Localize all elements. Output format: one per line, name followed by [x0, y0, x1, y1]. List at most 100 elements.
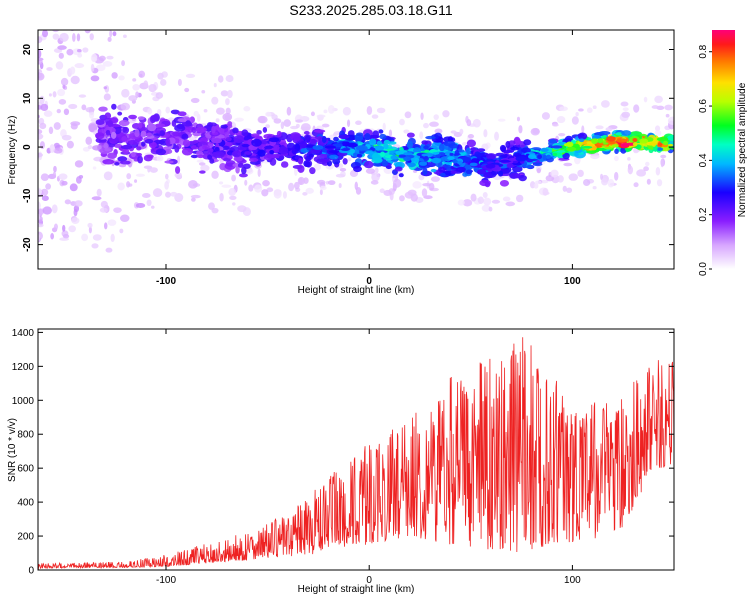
spectrogram-blob [118, 163, 127, 168]
spectrogram-blob [165, 106, 171, 114]
snr-xtick-label: 0 [366, 575, 372, 586]
spectrogram-blob [558, 132, 566, 137]
spectrogram-blob [152, 188, 163, 198]
spectrogram-blob [354, 181, 358, 191]
spectrogram-ylabel: Frequency (Hz) [7, 116, 18, 185]
spectrogram-blob [546, 154, 551, 159]
spectrogram-blob [231, 174, 236, 182]
spectrogram-blob [556, 150, 566, 153]
spectrogram-blob [53, 147, 63, 154]
spectrogram-blob [339, 167, 347, 172]
spectrogram-blob [435, 153, 441, 159]
spectrogram-blob [72, 33, 76, 42]
spectrogram-blob [438, 166, 446, 173]
spectrogram-blob [195, 126, 208, 133]
spectrogram-blob [154, 123, 166, 128]
spectrogram-blob [103, 86, 108, 90]
spectrogram-blob [542, 154, 547, 161]
spectrogram-blob [374, 167, 379, 174]
spectrogram-blob [66, 48, 74, 56]
spectrogram-blob [654, 95, 663, 104]
spectrogram-blob [258, 115, 268, 124]
spectrogram-blob [297, 164, 305, 173]
spectrogram-blob [366, 105, 373, 115]
spectrogram-blob [177, 111, 187, 117]
spectrogram-blob [260, 139, 268, 145]
spectrogram-blob [398, 173, 404, 178]
spectrogram-blob [42, 206, 52, 215]
spectrogram-blob [220, 124, 228, 129]
spectrogram-blob [118, 119, 130, 127]
spectrogram-blob [126, 181, 131, 188]
spectrogram-blob [87, 145, 93, 150]
spectrogram-blob [481, 204, 491, 212]
spectrogram-blob [530, 127, 540, 136]
spectrogram-blob [219, 162, 227, 171]
spectrogram-blob [52, 33, 60, 40]
spectrogram-blob [82, 47, 89, 53]
spectrogram-blob [540, 179, 549, 184]
spectrogram-blob [516, 116, 520, 122]
spectrogram-blob [208, 202, 215, 210]
spectrogram-blob [551, 145, 563, 149]
spectrogram-blob [132, 78, 137, 82]
spectrogram-blob [611, 144, 620, 148]
spectrogram-blob [122, 147, 130, 155]
colorbar: 0.0 0.2 0.4 0.6 0.8 Normalized spectral ampl… [698, 30, 748, 276]
spectrogram-blob [459, 128, 464, 135]
spectrogram-blob [132, 84, 140, 91]
spectrogram-ytick-label: 0 [22, 144, 33, 150]
spectrogram-blob [69, 66, 76, 75]
spectrogram-blob [379, 133, 387, 140]
spectrogram-blob [98, 106, 108, 112]
spectrogram-blob [53, 142, 60, 149]
spectrogram-blob [228, 188, 236, 197]
spectrogram-blob [294, 167, 298, 176]
spectrogram-blob [518, 125, 523, 134]
spectrogram-blob [265, 124, 270, 129]
spectrogram-blob [505, 201, 516, 207]
spectrogram-blob [46, 13, 53, 16]
spectrogram-blob [77, 49, 82, 53]
spectrogram-blob [128, 114, 138, 120]
spectrogram-blob [420, 143, 426, 152]
snr-ytick-label: 1400 [12, 328, 35, 339]
spectrogram-blob [244, 151, 252, 155]
snr-ytick-label: 800 [17, 430, 34, 441]
spectrogram-blob [227, 89, 233, 99]
spectrogram-blob [280, 121, 285, 130]
snr-ytick-label: 200 [17, 532, 34, 543]
spectrogram-blob [61, 180, 68, 186]
spectrogram-blob [620, 142, 629, 148]
spectrogram-blob [232, 202, 236, 206]
spectrogram-blob [248, 184, 254, 192]
spectrogram-blob [485, 163, 496, 169]
spectrogram-blob [110, 131, 117, 139]
spectrogram-blob [177, 155, 181, 165]
spectrogram-blob [447, 156, 455, 160]
spectrogram-blob [45, 183, 52, 190]
spectrogram-blob [89, 33, 94, 41]
spectrogram-blob [586, 107, 593, 114]
spectrogram-blob [299, 140, 308, 149]
spectrogram-blob [621, 111, 631, 118]
spectrogram-blob [148, 141, 157, 149]
spectrogram-blob [418, 174, 425, 181]
spectrogram-blob [174, 166, 181, 174]
spectrogram-blob [122, 34, 127, 38]
spectrogram-blob [144, 139, 154, 144]
spectrogram-blob [620, 101, 629, 107]
spectrogram-blob [199, 170, 206, 174]
spectrogram-blob [90, 53, 98, 63]
spectrogram-blob [90, 63, 95, 72]
spectrogram-blob [48, 93, 52, 97]
spectrogram-blob [668, 143, 673, 147]
spectrogram-blob [319, 185, 327, 191]
spectrogram-blob [146, 154, 154, 159]
spectrogram-blob [536, 168, 541, 174]
spectrogram-blob [38, 201, 41, 210]
spectrogram-blob [211, 170, 219, 179]
spectrogram-blob [49, 144, 56, 153]
spectrogram-blob [433, 114, 439, 120]
spectrogram-blob [431, 151, 440, 155]
